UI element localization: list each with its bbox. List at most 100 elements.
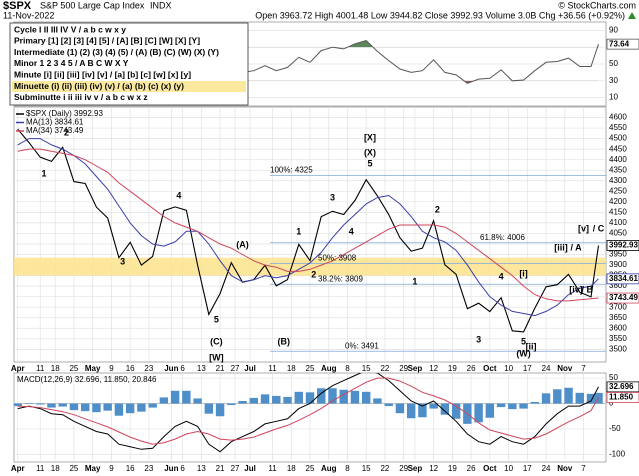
histogram-bar (182, 390, 191, 404)
value-box-label: 3992.93 (609, 241, 638, 250)
x-tick-label: 18 (51, 464, 60, 473)
y-tick-label: 50 (609, 59, 618, 68)
value-box-label: 3743.49 (609, 293, 638, 302)
y-tick-label: -100 (609, 449, 626, 458)
histogram-bar (249, 397, 259, 404)
wave-label: 3 (120, 256, 125, 266)
wave-label: 3 (330, 192, 335, 202)
histogram-bar (564, 387, 573, 404)
x-tick-label: Sep (408, 464, 423, 473)
x-tick-label: Jun (164, 364, 178, 373)
series-line (17, 138, 599, 317)
y-tick-label: 4150 (609, 207, 627, 216)
histogram-bar (227, 403, 236, 406)
symbol: $SPX (3, 0, 32, 12)
histogram-bar (418, 403, 427, 418)
date: 11-Nov-2022 (3, 10, 54, 20)
y-tick-label: 3950 (609, 250, 627, 259)
x-tick-label: Jun (164, 464, 178, 473)
x-tick-label: 19 (448, 464, 457, 473)
legend-entry: MA(13) 3834.61 (26, 118, 84, 127)
y-tick-label: 4350 (609, 165, 627, 174)
x-tick-label: Aug (321, 464, 337, 473)
wave-label: 2 (435, 204, 440, 214)
x-tick-label: 18 (287, 464, 296, 473)
histogram-bar (58, 403, 67, 407)
wave-label: 5 (367, 158, 372, 168)
x-tick-label: Jul (244, 364, 256, 373)
fib-label: 50%: 3908 (318, 253, 357, 262)
x-tick-label: 9 (109, 364, 114, 373)
y-tick-label: 90 (609, 26, 618, 35)
x-tick-label: 8 (345, 364, 350, 373)
histogram-bar (238, 400, 247, 404)
histogram-bar (69, 403, 79, 411)
x-tick-label: 7 (581, 464, 586, 473)
x-tick-label: 15 (362, 464, 371, 473)
y-tick-label: 3700 (609, 302, 627, 311)
value-box (606, 38, 639, 50)
x-tick-label: 29 (399, 464, 408, 473)
x-tick-label: 9 (109, 464, 114, 473)
x-tick-label: 12 (429, 364, 438, 373)
histogram-bar (305, 392, 315, 404)
y-tick-label: 3650 (609, 313, 627, 322)
wave-label: (B) (278, 336, 291, 346)
x-tick-label: 24 (542, 364, 551, 373)
x-tick-label: 22 (380, 364, 389, 373)
wave-label: [X] (364, 132, 376, 142)
y-tick-label: 4050 (609, 229, 627, 238)
value-box-label: 73.64 (609, 39, 630, 48)
wave-label: 3 (476, 334, 481, 344)
x-tick-label: 27 (231, 364, 240, 373)
y-tick-label: 4250 (609, 186, 627, 195)
histogram-bar (272, 395, 281, 404)
wave-label: 1 (296, 226, 301, 236)
x-tick-label: May (85, 364, 101, 373)
x-tick-label: 11 (268, 364, 277, 373)
histogram-bar (474, 403, 483, 423)
y-tick-label: 4400 (609, 155, 627, 164)
histogram-bar (92, 403, 101, 413)
value-box (606, 292, 639, 304)
fib-label: 38.2%: 3809 (318, 274, 363, 283)
histogram-bar (553, 389, 562, 404)
histogram-bar (496, 403, 506, 408)
wave-label: / A (570, 242, 582, 252)
plot (14, 107, 606, 362)
x-tick-label: 13 (197, 464, 206, 473)
y-tick-label: 10 (609, 93, 618, 102)
y-tick-label: 4450 (609, 144, 627, 153)
value-box-label: 11.850 (609, 393, 634, 402)
wave-label: 5 (214, 314, 219, 324)
legend-entry: MA(34) 3743.49 (26, 126, 84, 135)
x-tick-label: Nov (557, 464, 573, 473)
value-box-label: 3834.61 (609, 274, 638, 283)
x-tick-label: 15 (362, 364, 371, 373)
y-tick-label: 0 (609, 399, 614, 408)
histogram-bar (260, 394, 270, 404)
x-tick-label: 27 (231, 464, 240, 473)
x-tick-label: 19 (448, 364, 457, 373)
x-tick-label: 24 (542, 464, 551, 473)
wave-legend-entry: Minuette (i) (ii) (iii) (iv) (v) / (a) (… (14, 81, 184, 91)
y-tick-label: -50 (609, 424, 621, 433)
x-tick-label: 13 (197, 364, 206, 373)
histogram-bar (530, 401, 540, 404)
x-tick-label: 18 (51, 364, 60, 373)
histogram-bar (541, 393, 551, 404)
x-tick-label: 16 (126, 364, 135, 373)
histogram-bar (350, 390, 360, 404)
histogram-bar (294, 391, 303, 404)
x-tick-label: 25 (69, 364, 78, 373)
x-tick-label: 23 (144, 364, 153, 373)
wave-label: 4 (349, 226, 354, 236)
wave-label: / C (593, 223, 605, 233)
quote: Open 3963.72 High 4001.48 Low 3944.82 Cl… (255, 10, 625, 20)
wave-legend-entry: Minor 1 2 3 4 5 / A B C W X Y (14, 58, 129, 68)
x-tick-label: 17 (523, 364, 532, 373)
wave-legend-entry: Cycle I II III IV V / a b c w x y (14, 24, 126, 34)
x-tick-label: 7 (581, 364, 586, 373)
fib-label: 100%: 4325 (270, 166, 313, 175)
histogram-bar (193, 398, 202, 404)
